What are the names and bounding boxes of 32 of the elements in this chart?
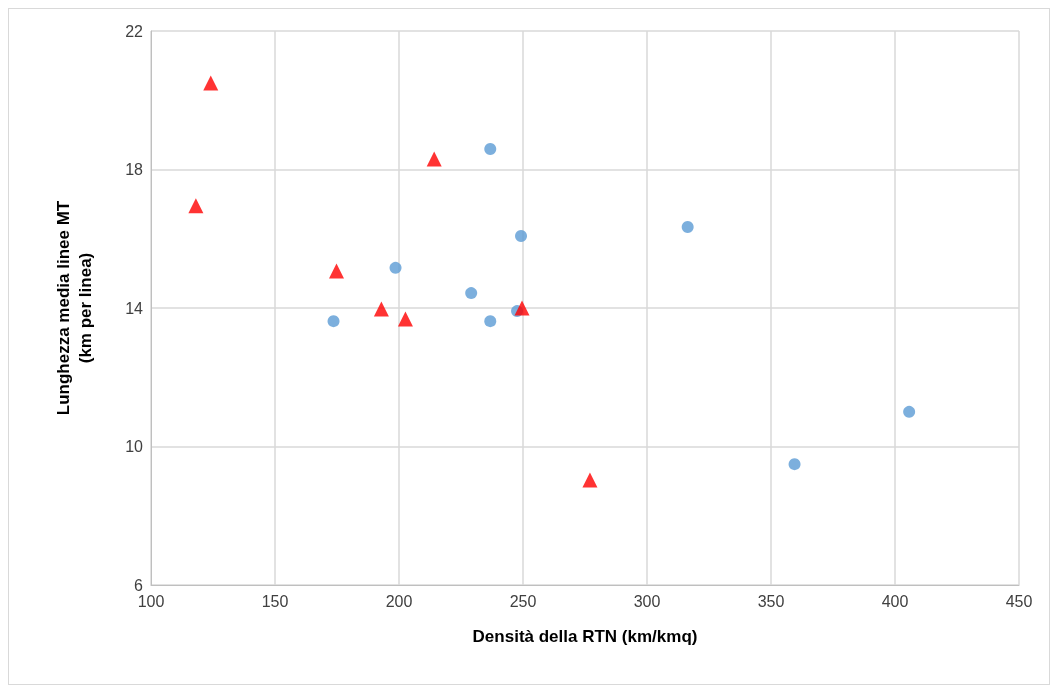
point [188,198,204,214]
x-tick-label: 350 [757,592,785,610]
point [426,151,442,167]
point [681,220,694,233]
y-tick-label: 18 [125,161,144,178]
point [484,143,497,156]
x-tick-label: 450 [1005,592,1033,610]
point [329,263,344,279]
point [373,301,389,317]
x-axis-title: Densità della RTN (km/kmq) [472,626,698,646]
y-tick-label: 22 [125,22,144,40]
y-tick-label: 14 [125,299,144,317]
y-tick-label: 6 [134,576,144,594]
point [582,472,598,488]
y-tick-label: 10 [125,438,144,455]
point [484,315,497,328]
x-tick-label: 200 [385,592,413,610]
x-tick-label: 100 [137,592,165,610]
point [389,261,402,274]
point [327,315,340,328]
x-tick-label: 150 [261,592,289,610]
x-tick-label: 400 [881,592,909,610]
point [515,229,528,242]
x-tick-label: 250 [509,592,537,610]
y-axis-title: Lunghezza media linee MT (km per linea) [53,200,95,416]
point [203,75,219,91]
point [788,458,801,471]
x-tick-label: 300 [633,592,661,610]
point [903,405,916,418]
point [465,287,478,300]
point [514,300,530,316]
point [397,311,413,327]
